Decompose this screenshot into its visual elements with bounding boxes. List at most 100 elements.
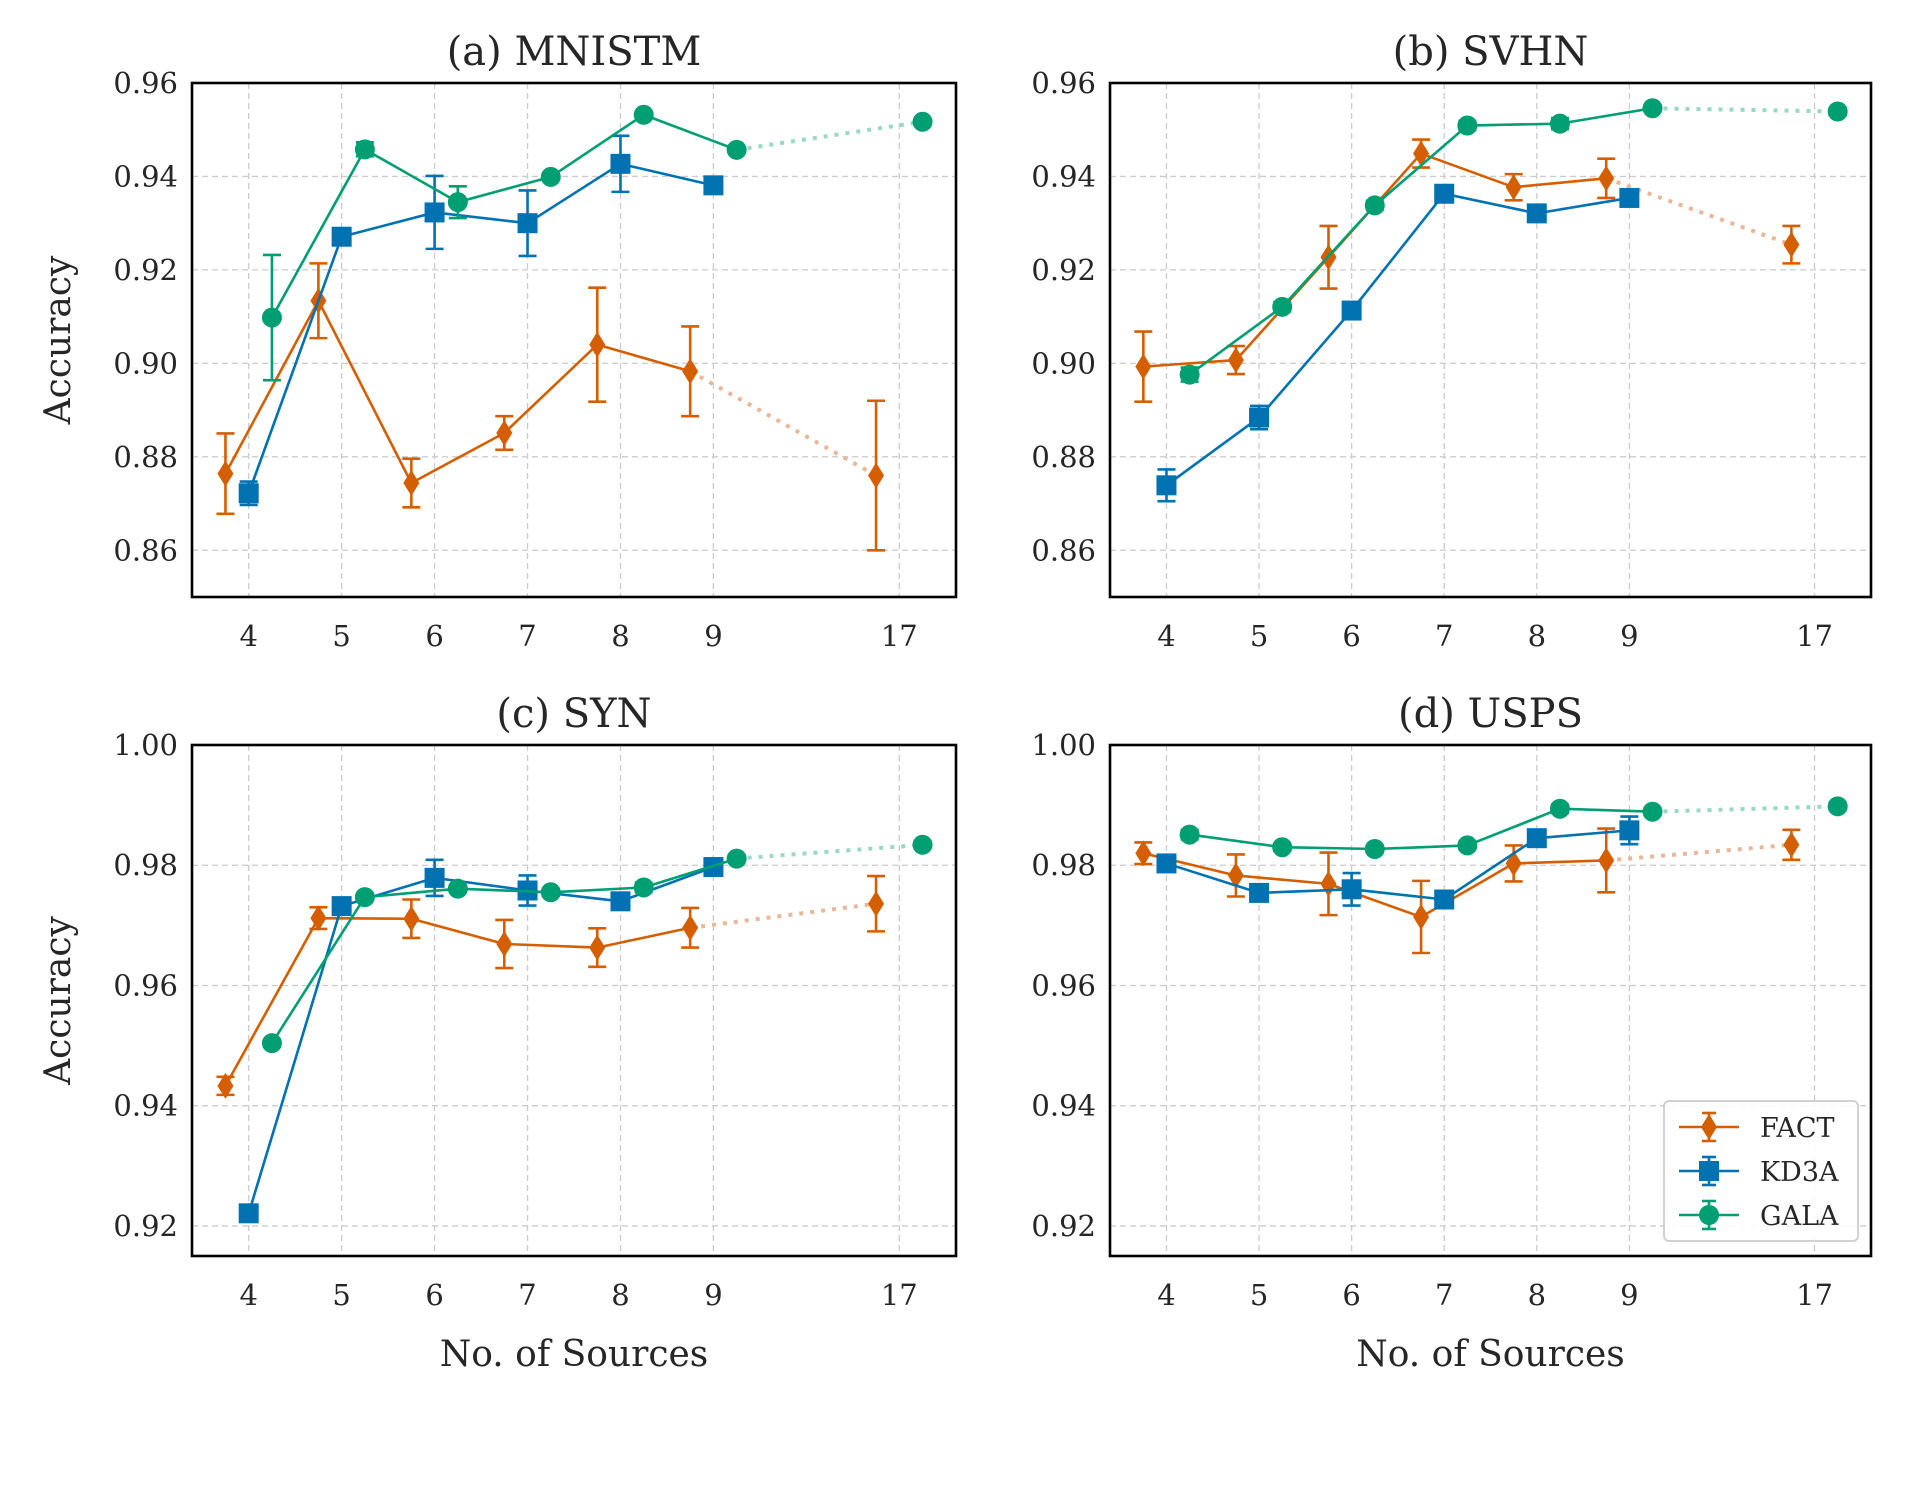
y-tick-label: 0.92 — [1031, 1209, 1096, 1243]
y-tick-label: 0.88 — [113, 440, 178, 474]
series-extension-dotted — [1606, 842, 1792, 863]
data-point-square — [238, 1203, 259, 1224]
y-tick-label: 0.96 — [1031, 66, 1096, 100]
y-tick-label: 0.98 — [113, 848, 178, 882]
series-gala — [1179, 796, 1848, 860]
x-tick-label: 6 — [425, 619, 443, 653]
data-point-diamond — [403, 905, 420, 932]
x-tick-label: 17 — [881, 619, 918, 653]
data-point-circle — [912, 111, 933, 132]
data-point-circle — [540, 882, 561, 903]
data-point-circle — [1179, 364, 1200, 385]
x-tick-label: 9 — [704, 619, 722, 653]
plot-area — [1110, 83, 1871, 597]
y-tick-label: 1.00 — [1031, 728, 1096, 762]
data-point-diamond — [217, 1072, 234, 1099]
x-tick-label: 7 — [518, 619, 536, 653]
x-tick-label: 8 — [611, 1278, 629, 1312]
x-tick-label: 7 — [518, 1278, 536, 1312]
data-point-diamond — [1227, 862, 1244, 889]
data-point-circle — [726, 139, 747, 160]
data-point-diamond — [1413, 140, 1430, 167]
data-point-circle — [1549, 113, 1570, 134]
data-point-diamond — [1598, 847, 1615, 874]
data-point-square — [1619, 187, 1640, 208]
y-tick-label: 0.92 — [113, 253, 178, 287]
y-axis-label: Accuracy — [38, 916, 79, 1086]
data-point-circle — [1827, 101, 1848, 122]
data-point-circle — [447, 878, 468, 899]
y-tick-label: 0.96 — [113, 66, 178, 100]
series-extension-dotted — [689, 369, 878, 478]
series-line — [1165, 192, 1630, 487]
legend-marker-diamond — [1701, 1114, 1717, 1140]
x-tick-label: 6 — [1342, 619, 1360, 653]
y-tick-label: 0.94 — [113, 1089, 178, 1123]
data-point-diamond — [868, 462, 885, 489]
x-tick-label: 4 — [1157, 619, 1175, 653]
panel-4: 4 5 6 7 8 9 17 0.92 0.94 0.96 0.98 1.00 (d) USPS No. … — [1031, 691, 1873, 1375]
legend-label: GALA — [1760, 1201, 1839, 1232]
panel-title: (d) USPS — [1398, 691, 1583, 737]
legend-label: KD3A — [1760, 1157, 1839, 1188]
data-point-circle — [1642, 801, 1663, 822]
x-tick-label: 5 — [332, 619, 350, 653]
series-line — [247, 162, 714, 494]
y-tick-label: 0.96 — [1031, 968, 1096, 1002]
data-point-diamond — [1783, 831, 1800, 858]
legend-entry-fact: FACT — [1679, 1111, 1835, 1144]
axes-frame — [1108, 743, 1873, 1258]
legend-entry-gala: GALA — [1679, 1199, 1839, 1232]
y-tick-label: 0.94 — [113, 159, 178, 193]
y-tick-label: 0.92 — [113, 1209, 178, 1243]
series-extension-dotted — [689, 901, 877, 930]
data-point-circle — [912, 834, 933, 855]
data-point-diamond — [403, 469, 420, 496]
data-point-diamond — [496, 930, 513, 957]
y-tick-label: 0.94 — [1031, 159, 1096, 193]
legend-marker-circle — [1699, 1205, 1719, 1225]
data-point-square — [238, 483, 259, 504]
series-line — [1189, 807, 1653, 851]
y-tick-label: 0.92 — [1031, 253, 1096, 287]
data-point-circle — [354, 887, 375, 908]
data-point-circle — [1457, 835, 1478, 856]
data-point-square — [1434, 183, 1455, 204]
series-extension-dotted — [1652, 106, 1838, 114]
plot-area — [192, 83, 956, 597]
x-tick-label: 7 — [1435, 619, 1453, 653]
series-line — [270, 113, 738, 319]
x-tick-label: 8 — [611, 619, 629, 653]
data-point-square — [1526, 828, 1547, 849]
series-line — [1166, 829, 1630, 901]
series-kd3a — [238, 134, 724, 507]
series-gala — [261, 104, 933, 382]
y-tick-label: 0.96 — [113, 968, 178, 1002]
series-extension-dotted — [736, 119, 923, 152]
x-tick-label: 6 — [425, 1278, 443, 1312]
data-point-diamond — [682, 914, 699, 941]
data-point-diamond — [496, 419, 513, 446]
legend: FACT KD3A GALA — [1663, 1100, 1859, 1242]
series-gala — [1179, 98, 1848, 385]
data-point-square — [331, 226, 352, 247]
data-point-circle — [540, 166, 561, 187]
x-tick-label: 8 — [1528, 1278, 1546, 1312]
data-point-diamond — [310, 905, 327, 932]
data-point-square — [424, 202, 445, 223]
x-tick-label: 17 — [881, 1278, 918, 1312]
data-point-square — [610, 891, 631, 912]
series-line — [270, 857, 738, 1044]
data-point-circle — [1364, 195, 1385, 216]
data-point-square — [610, 153, 631, 174]
series-fact — [216, 874, 886, 1099]
panel-2: 4 5 6 7 8 9 17 0.86 0.88 0.90 0.92 0.94 0.96 (b) SVHN — [1031, 29, 1873, 653]
series-extension-dotted — [1652, 804, 1838, 814]
data-point-circle — [354, 139, 375, 160]
data-point-circle — [633, 877, 654, 898]
data-point-diamond — [868, 890, 885, 917]
x-tick-label: 5 — [332, 1278, 350, 1312]
data-point-diamond — [1135, 840, 1152, 867]
data-point-square — [1341, 879, 1362, 900]
